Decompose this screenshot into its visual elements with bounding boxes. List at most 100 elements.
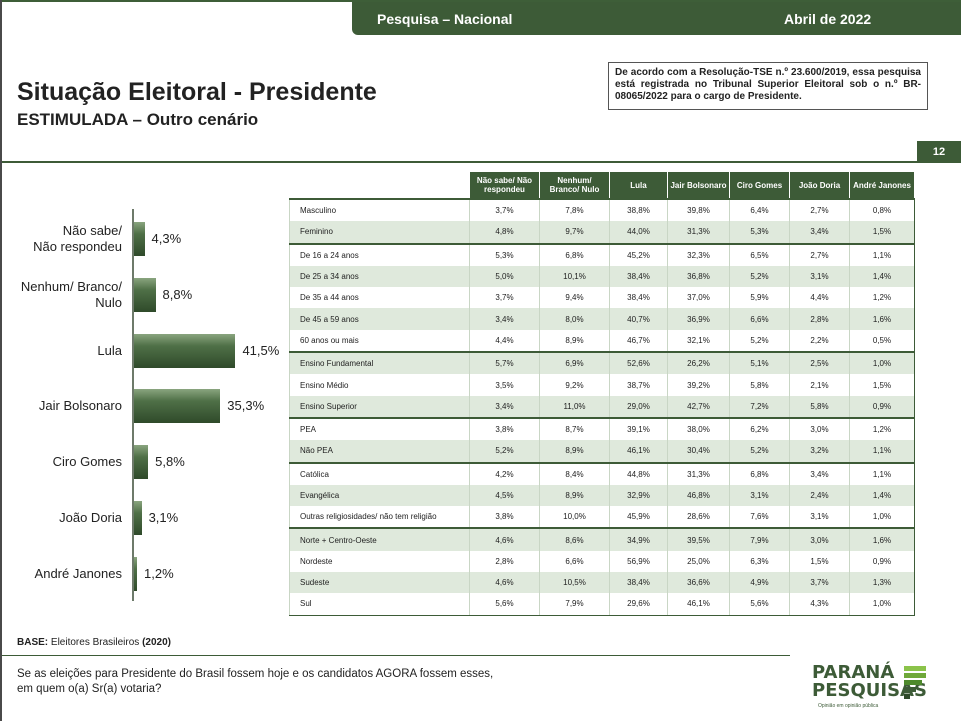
top-border: [0, 0, 961, 2]
table-cell: 4,4%: [469, 329, 540, 353]
table-cell: 6,3%: [729, 550, 790, 573]
table-cell: 1,0%: [849, 593, 915, 616]
table-cell: 1,4%: [849, 484, 915, 507]
table-cell: 30,4%: [667, 440, 730, 463]
column-header: Jair Bolsonaro: [667, 171, 730, 200]
bar: [134, 333, 236, 368]
table-cell: 2,5%: [789, 351, 850, 375]
table-cell: 4,6%: [469, 527, 540, 551]
table-cell: 39,5%: [667, 527, 730, 551]
table-cell: 38,4%: [609, 265, 668, 288]
table-cell: 3,5%: [469, 374, 540, 396]
column-header: Lula: [609, 171, 668, 200]
bar-category-label: Não sabe/Não respondeu: [10, 223, 122, 255]
table-cell: 5,3%: [469, 242, 540, 266]
table-row: Sul 5,6% 7,9% 29,6% 46,1% 5,6% 4,3% 1,0%: [289, 593, 915, 616]
table-cell: 6,6%: [539, 550, 610, 573]
parana-pesquisas-logo: PARANÁ PESQUISAS Opinião em opinião públ…: [812, 660, 930, 715]
header-survey-label: Pesquisa – Nacional: [377, 11, 513, 27]
table-cell: 10,5%: [539, 572, 610, 594]
base-label: BASE:: [17, 637, 49, 648]
row-label: De 25 a 34 anos: [289, 265, 470, 288]
table-cell: 44,0%: [609, 221, 668, 244]
table-cell: 1,0%: [849, 506, 915, 529]
table-cell: 31,3%: [667, 221, 730, 244]
table-cell: 3,1%: [789, 506, 850, 529]
bar-value-label: 4,3%: [151, 231, 182, 246]
table-cell: 45,9%: [609, 506, 668, 529]
table-cell: 26,2%: [667, 351, 730, 375]
row-label: Ensino Médio: [289, 374, 470, 396]
bar-value-label: 35,3%: [227, 398, 265, 414]
tse-registration-notice: De acordo com a Resolução-TSE n.º 23.600…: [608, 62, 928, 110]
table-cell: 2,2%: [789, 329, 850, 353]
table-cell: 8,9%: [539, 484, 610, 507]
row-label: De 45 a 59 anos: [289, 308, 470, 330]
logo-mark-icon: [904, 666, 926, 699]
table-cell: 38,7%: [609, 374, 668, 396]
table-cell: 44,8%: [609, 461, 668, 485]
table-cell: 1,1%: [849, 242, 915, 266]
table-cell: 1,5%: [789, 550, 850, 573]
table-cell: 3,7%: [469, 197, 540, 222]
row-label: Católica: [289, 461, 470, 485]
table-cell: 34,9%: [609, 527, 668, 551]
bar-category-label-line: André Janones: [34, 565, 122, 581]
bar-category-label-line: João Doria: [59, 510, 122, 525]
bar-category-label-line: Jair Bolsonaro: [38, 398, 122, 414]
table-cell: 8,0%: [539, 308, 610, 330]
row-label: PEA: [289, 416, 470, 441]
bar-category-label-line: Não respondeu: [33, 239, 122, 254]
table-row: Ensino Superior 3,4% 11,0% 29,0% 42,7% 7,2% 5,…: [289, 395, 915, 418]
table-cell: 5,3%: [729, 221, 790, 244]
table-cell: 3,4%: [789, 221, 850, 244]
table-row: Norte + Centro-Oeste 4,6% 8,6% 34,9% 39,5% 7,…: [289, 527, 915, 551]
table-cell: 7,9%: [729, 527, 790, 551]
table-cell: 1,4%: [849, 265, 915, 288]
table-cell: 3,4%: [469, 308, 540, 330]
crosstab-table: Não sabe/ Não respondeu Nenhum/ Branco/ …: [289, 171, 915, 616]
table-cell: 10,1%: [539, 265, 610, 288]
bar-value-label: 41,5%: [242, 342, 280, 358]
table-cell: 5,7%: [469, 351, 540, 375]
table-cell: 45,2%: [609, 242, 668, 266]
column-header: João Doria: [789, 171, 850, 200]
table-row: Sudeste 4,6% 10,5% 38,4% 36,6% 4,9% 3,7% 1,3%: [289, 572, 915, 594]
row-label: De 16 a 24 anos: [289, 242, 470, 266]
table-cell: 1,6%: [849, 308, 915, 330]
table-cell: 3,7%: [469, 287, 540, 309]
table-cell: 39,8%: [667, 197, 730, 222]
table-cell: 2,8%: [469, 550, 540, 573]
table-cell: 38,0%: [667, 416, 730, 441]
bar-category-label-line: Ciro Gomes: [52, 454, 122, 470]
table-cell: 2,8%: [789, 308, 850, 330]
table-cell: 4,8%: [469, 221, 540, 244]
table-cell: 52,6%: [609, 351, 668, 375]
table-cell: 6,8%: [539, 242, 610, 266]
table-cell: 32,1%: [667, 329, 730, 353]
table-cell: 1,2%: [849, 416, 915, 441]
table-cell: 3,0%: [789, 527, 850, 551]
left-border: [0, 0, 2, 721]
table-cell: 29,0%: [609, 395, 668, 418]
table-cell: 46,1%: [667, 593, 730, 616]
table-cell: 3,4%: [469, 395, 540, 418]
table-cell: 3,0%: [789, 416, 850, 441]
row-label: Feminino: [289, 221, 470, 244]
bar-category-label-line: Nulo: [95, 294, 122, 310]
table-cell: 9,4%: [539, 287, 610, 309]
table-cell: 8,9%: [539, 440, 610, 463]
table-cell: 38,4%: [609, 572, 668, 594]
row-label: Ensino Superior: [289, 395, 470, 418]
table-cell: 3,2%: [789, 440, 850, 463]
table-cell: 1,5%: [849, 221, 915, 244]
footer-divider: [2, 655, 790, 656]
table-row: Católica 4,2% 8,4% 44,8% 31,3% 6,8% 3,4% 1,1%: [289, 461, 915, 485]
table-cell: 0,9%: [849, 395, 915, 418]
row-label: Evangélica: [289, 484, 470, 507]
table-cell: 6,9%: [539, 351, 610, 375]
table-cell: 4,3%: [789, 593, 850, 616]
table-cell: 32,3%: [667, 242, 730, 266]
question-line-1: Se as eleições para Presidente do Brasil…: [17, 668, 494, 680]
table-cell: 5,2%: [469, 440, 540, 463]
